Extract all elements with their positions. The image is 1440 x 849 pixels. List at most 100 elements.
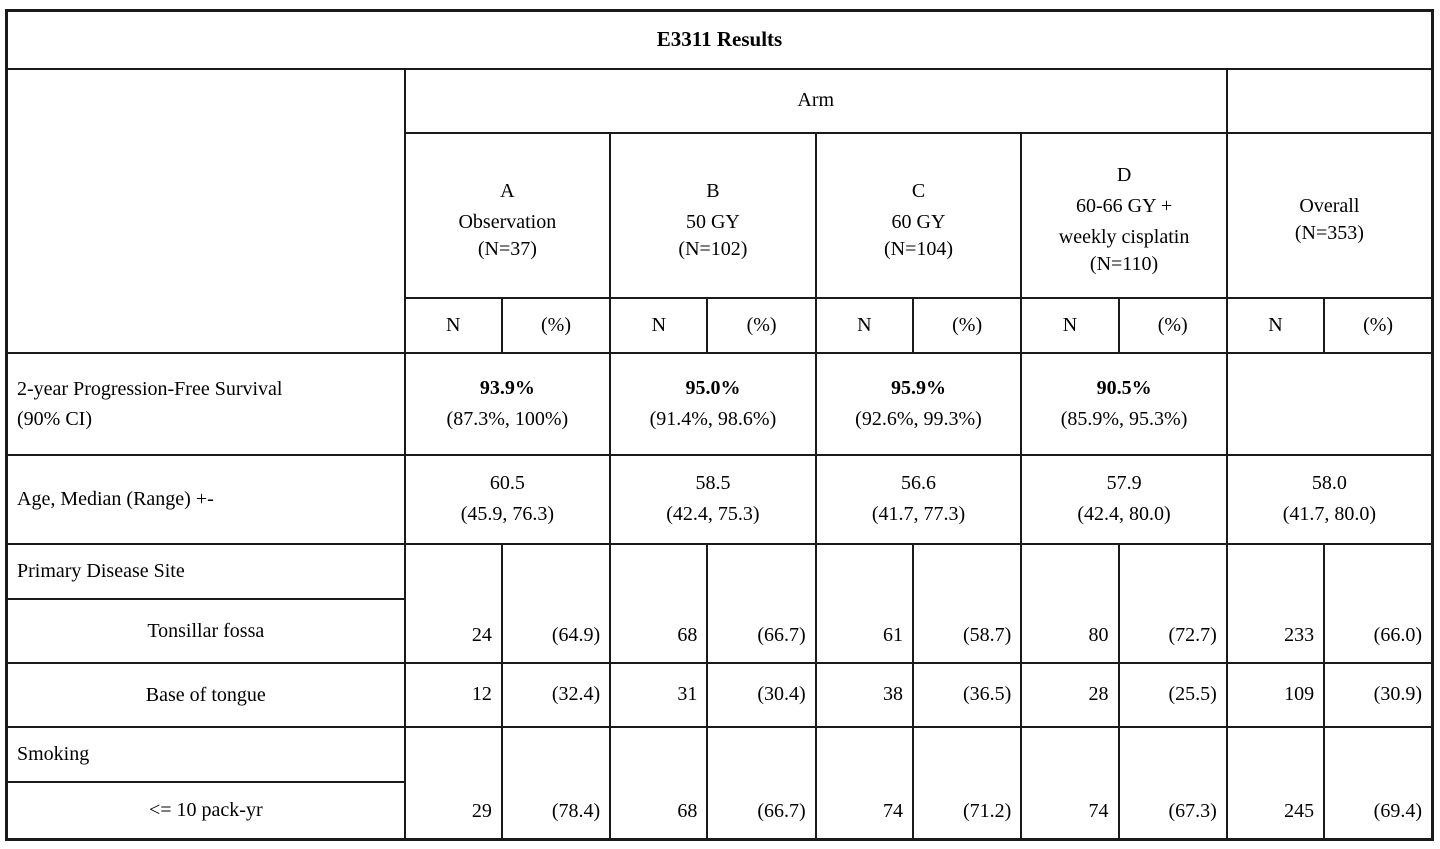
- subheader-n-arm-d: N: [1020, 296, 1120, 354]
- results-table: E3311 Results Arm A Observation (N=37) B…: [5, 9, 1434, 841]
- age-value-overall: 58.0 (41.7, 80.0): [1225, 453, 1434, 545]
- primary-disease-site-label: Primary Disease Site: [5, 542, 406, 600]
- base-pct-arm-a: (32.4): [500, 661, 612, 728]
- arm-d-name-block: D 60-66 GY + weekly cisplatin: [1059, 160, 1190, 253]
- pfs-estimate-arm-d: 90.5%: [1096, 376, 1152, 399]
- age-value-arm-a: 60.5 (45.9, 76.3): [403, 453, 612, 545]
- packyr-pct-arm-a: (78.4): [500, 725, 612, 841]
- pfs-ci-arm-a: (87.3%, 100%): [446, 407, 569, 430]
- subheader-n-arm-b: N: [609, 296, 709, 354]
- pfs-label-line1: 2-year Progression-Free Survival: [17, 377, 283, 400]
- arm-group-row: Arm: [5, 67, 1434, 354]
- base-pct-overall: (30.9): [1323, 661, 1434, 728]
- packyr-pct-overall: (69.4): [1323, 725, 1434, 841]
- arm-b-size: (N=102): [678, 237, 748, 260]
- pfs-estimate-arm-a: 93.9%: [479, 376, 535, 399]
- subheader-n-arm-c: N: [814, 296, 914, 354]
- pfs-value-arm-c: 95.9% (92.6%, 99.3%): [814, 351, 1023, 456]
- arm-d-size: (N=110): [1089, 253, 1159, 275]
- tonsillar-n-arm-b: 68: [609, 542, 709, 664]
- arm-a-name: Observation: [458, 210, 557, 233]
- subheader-n-arm-a: N: [403, 296, 503, 354]
- age-row-label: Age, Median (Range) +-: [5, 453, 406, 545]
- overall-size: (N=353): [1294, 222, 1364, 244]
- arm-a-header: A Observation (N=37): [407, 157, 609, 274]
- stub-cell: [5, 67, 406, 354]
- arm-a-name-block: A Observation: [458, 176, 556, 238]
- age-value-arm-c: 56.6 (41.7, 77.3): [814, 453, 1023, 545]
- arm-group-header: Arm: [403, 67, 1228, 134]
- age-row: Age, Median (Range) +- 60.5 (45.9, 76.3)…: [5, 453, 1434, 545]
- pfs-value-overall: [1225, 351, 1434, 456]
- arm-b-name: 50 GY: [685, 210, 740, 233]
- age-range-arm-b: (42.4, 75.3): [666, 503, 760, 525]
- tonsillar-n-arm-c: 61: [814, 542, 914, 664]
- base-pct-arm-d: (25.5): [1117, 661, 1228, 728]
- arm-d-header-cell: D 60-66 GY + weekly cisplatin (N=110): [1020, 131, 1228, 299]
- pfs-estimate-arm-b: 95.0%: [685, 376, 741, 399]
- overall-header: Overall (N=353): [1229, 172, 1431, 258]
- subheader-pct-overall: (%): [1323, 296, 1434, 354]
- tonsillar-pct-arm-d: (72.7): [1117, 542, 1228, 664]
- base-n-overall: 109: [1225, 661, 1326, 728]
- arm-b-header-cell: B 50 GY (N=102): [609, 131, 817, 299]
- age-value-arm-b: 58.5 (42.4, 75.3): [609, 453, 817, 545]
- pfs-ci-arm-b: (91.4%, 98.6%): [649, 407, 777, 430]
- packyr-pct-arm-b: (66.7): [706, 725, 817, 841]
- title-row: E3311 Results: [5, 9, 1434, 70]
- packyr-n-arm-b: 68: [609, 725, 709, 841]
- arm-b-letter: B: [706, 179, 720, 202]
- arm-c-header: C 60 GY (N=104): [818, 157, 1020, 274]
- pfs-row: 2-year Progression-Free Survival (90% CI…: [5, 351, 1434, 456]
- pack-yr-label: <= 10 pack-yr: [5, 780, 406, 841]
- packyr-n-overall: 245: [1225, 725, 1326, 841]
- arm-c-name-block: C 60 GY: [892, 176, 946, 238]
- arm-d-name-line2: weekly cisplatin: [1058, 226, 1190, 248]
- arm-c-letter: C: [911, 179, 926, 202]
- pfs-estimate-arm-c: 95.9%: [891, 376, 946, 399]
- tonsillar-n-arm-d: 80: [1020, 542, 1120, 664]
- tonsillar-pct-arm-c: (58.7): [911, 542, 1023, 664]
- subheader-pct-arm-b: (%): [706, 296, 817, 354]
- overall-header-cell: Overall (N=353): [1225, 131, 1434, 299]
- packyr-n-arm-d: 74: [1020, 725, 1120, 841]
- pfs-value-arm-a: 93.9% (87.3%, 100%): [403, 351, 612, 456]
- arm-d-header: D 60-66 GY + weekly cisplatin (N=110): [1023, 141, 1225, 289]
- arm-b-name-block: B 50 GY: [686, 176, 740, 238]
- arm-d-name-line1: 60-66 GY +: [1076, 195, 1173, 217]
- age-range-arm-d: (42.4, 80.0): [1077, 503, 1171, 525]
- pfs-value-arm-d: 90.5% (85.9%, 95.3%): [1020, 351, 1228, 456]
- subheader-pct-arm-c: (%): [911, 296, 1023, 354]
- overall-label: Overall: [1299, 195, 1360, 217]
- pfs-label-line2: (90% CI): [17, 407, 92, 430]
- pfs-value-arm-b: 95.0% (91.4%, 98.6%): [609, 351, 817, 456]
- arm-names-row: A Observation (N=37) B 50 GY (N=102) C 6…: [7, 131, 1434, 299]
- base-n-arm-c: 38: [814, 661, 914, 728]
- packyr-pct-arm-c: (71.2): [911, 725, 1023, 841]
- pfs-ci-arm-d: (85.9%, 95.3%): [1060, 407, 1188, 430]
- smoking-header-row: Smoking 29 (78.4) 68 (66.7) 74 (71.2) 74…: [5, 725, 1434, 841]
- age-range-arm-a: (45.9, 76.3): [460, 503, 555, 525]
- base-n-arm-d: 28: [1020, 661, 1120, 728]
- pfs-ci-arm-c: (92.6%, 99.3%): [855, 407, 982, 430]
- table-title: E3311 Results: [5, 9, 1434, 70]
- arm-a-size: (N=37): [477, 237, 537, 260]
- base-n-arm-a: 12: [403, 661, 503, 728]
- subheader-pct-arm-d: (%): [1117, 296, 1228, 354]
- age-median-arm-b: 58.5: [695, 472, 731, 494]
- subheader-row: N (%) N (%) N (%) N (%) N (%): [7, 296, 1434, 354]
- tonsillar-n-arm-a: 24: [403, 542, 503, 664]
- arm-c-size: (N=104): [883, 237, 954, 260]
- pfs-row-label: 2-year Progression-Free Survival (90% CI…: [5, 351, 406, 456]
- age-median-overall: 58.0: [1311, 472, 1347, 494]
- overall-spacer-cell: [1225, 67, 1434, 134]
- base-of-tongue-row: Base of tongue 12 (32.4) 31 (30.4) 38 (3…: [5, 661, 1434, 728]
- packyr-pct-arm-d: (67.3): [1117, 725, 1228, 841]
- arm-c-header-cell: C 60 GY (N=104): [814, 131, 1023, 299]
- arm-c-name: 60 GY: [891, 210, 946, 233]
- smoking-label: Smoking: [5, 725, 406, 783]
- base-n-arm-b: 31: [609, 661, 709, 728]
- tonsillar-pct-arm-a: (64.9): [500, 542, 612, 664]
- base-pct-arm-c: (36.5): [911, 661, 1023, 728]
- tonsillar-pct-arm-b: (66.7): [706, 542, 817, 664]
